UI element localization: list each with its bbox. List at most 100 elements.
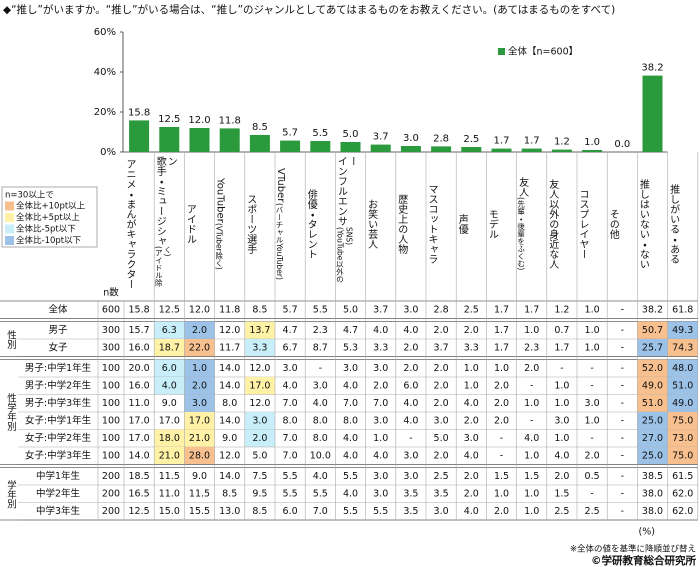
cell: 12.0 xyxy=(189,304,210,315)
cell: 3.7 xyxy=(434,342,449,353)
cell-highlight xyxy=(244,429,275,447)
cell: 7.5 xyxy=(252,471,267,482)
cell: 61.8 xyxy=(672,304,693,315)
category-name: VTuber xyxy=(275,168,286,203)
cell: 2.5 xyxy=(464,304,479,315)
cell: 14.0 xyxy=(219,471,240,482)
cell: 3.0 xyxy=(373,488,388,499)
cell: 4.0 xyxy=(313,471,328,482)
category-name: モデル xyxy=(486,209,498,239)
cell: 3.3 xyxy=(464,342,479,353)
cell: - xyxy=(621,398,624,409)
cell: 3.5 xyxy=(403,506,418,517)
cell: 10.0 xyxy=(310,450,331,461)
cell: 74.3 xyxy=(672,342,693,353)
row-label: 女子:中学1年生 xyxy=(25,414,92,426)
cell: 2.3 xyxy=(313,325,328,336)
cell-highlight xyxy=(154,321,185,339)
cell: 5.5 xyxy=(343,506,358,517)
cell: 51.0 xyxy=(672,380,693,391)
cell-highlight xyxy=(637,429,668,447)
category-note: (YouTube以外のSNS) xyxy=(335,226,354,283)
row-n: 600 xyxy=(102,304,120,315)
value-label: 1.0 xyxy=(584,137,600,148)
category-name: アニメ・まんがキャラクター xyxy=(124,159,135,289)
cell: - xyxy=(409,433,412,444)
row-n: 100 xyxy=(102,433,120,444)
cell: 2.0 xyxy=(434,380,449,391)
cell: 3.3 xyxy=(373,342,388,353)
cell: 62.0 xyxy=(672,506,693,517)
category-note: (バーチャルYouTuber) xyxy=(275,202,284,280)
cell: 8.7 xyxy=(313,342,328,353)
cell-highlight xyxy=(154,359,185,377)
category-label: マスコットキャラ xyxy=(426,156,456,292)
cell: 18.0 xyxy=(159,433,180,444)
cell: 12.0 xyxy=(249,363,270,374)
cell: 1.0 xyxy=(524,450,539,461)
cell: 4.0 xyxy=(343,433,358,444)
cell-highlight xyxy=(154,429,185,447)
row-n: 100 xyxy=(102,363,120,374)
cell: 49.3 xyxy=(672,325,693,336)
cell: 51.0 xyxy=(642,398,663,409)
cell: 7.0 xyxy=(283,433,298,444)
cell: 3.0 xyxy=(373,415,388,426)
cell: 1.5 xyxy=(494,471,509,482)
value-label: 5.0 xyxy=(343,129,359,140)
row-label: 女子 xyxy=(48,341,68,353)
category-label: インフルエンサー (YouTube以外のSNS) xyxy=(335,156,365,292)
cell: 3.7 xyxy=(373,304,388,315)
row-n: 100 xyxy=(102,380,120,391)
cell: 48.0 xyxy=(672,363,693,374)
cell: 2.3 xyxy=(524,342,539,353)
cell: 3.0 xyxy=(434,415,449,426)
cell: 3.0 xyxy=(403,471,418,482)
cell: 11.0 xyxy=(159,488,180,499)
category-label: その他 xyxy=(607,156,637,292)
cell: 14.0 xyxy=(219,415,240,426)
cell-highlight xyxy=(184,394,215,412)
cell: 5.0 xyxy=(434,433,449,444)
cell: 3.0 xyxy=(343,363,358,374)
bar xyxy=(340,142,361,152)
cell: 18.5 xyxy=(129,471,150,482)
legend-swatch xyxy=(498,48,505,55)
cell-highlight xyxy=(637,447,668,465)
cell: 15.5 xyxy=(189,506,210,517)
category-note: (先輩・後輩をふくむ) xyxy=(516,197,526,271)
legend-box-label: 全体比-10pt以下 xyxy=(16,235,82,246)
cell-highlight xyxy=(184,429,215,447)
cell: - xyxy=(621,433,624,444)
cell-highlight xyxy=(667,321,698,339)
category-name: マスコットキャラ xyxy=(426,184,437,264)
credit: ©学研教育総合研究所 xyxy=(591,554,696,567)
category-label: YouTuber (VTuber除く) xyxy=(215,156,245,292)
bar xyxy=(370,144,391,152)
cell: 2.5 xyxy=(554,506,569,517)
cell-highlight xyxy=(184,321,215,339)
cell: 8.5 xyxy=(252,506,267,517)
cell: 2.0 xyxy=(554,471,569,482)
cell: 5.5 xyxy=(283,471,298,482)
category-name: インフルエンサー xyxy=(335,156,358,226)
category-name: 友人 xyxy=(516,177,528,198)
group-label: 性別 xyxy=(5,329,16,349)
cell: - xyxy=(621,471,624,482)
cell: 4.0 xyxy=(313,398,328,409)
cell: 4.0 xyxy=(283,380,298,391)
cell-highlight xyxy=(667,394,698,412)
category-name: お笑い芸人 xyxy=(365,199,377,249)
row-n: 200 xyxy=(102,471,120,482)
cell: 0.7 xyxy=(554,325,569,336)
cell: 2.0 xyxy=(434,363,449,374)
value-label: 2.5 xyxy=(463,134,479,145)
cell: 2.0 xyxy=(434,325,449,336)
cell: 5.5 xyxy=(313,304,328,315)
cell: 1.0 xyxy=(494,363,509,374)
cell: 17.0 xyxy=(129,433,150,444)
cell: - xyxy=(621,415,624,426)
n-header: n数 xyxy=(103,287,119,299)
value-label: 12.0 xyxy=(188,115,210,126)
cell: 1.0 xyxy=(585,325,600,336)
